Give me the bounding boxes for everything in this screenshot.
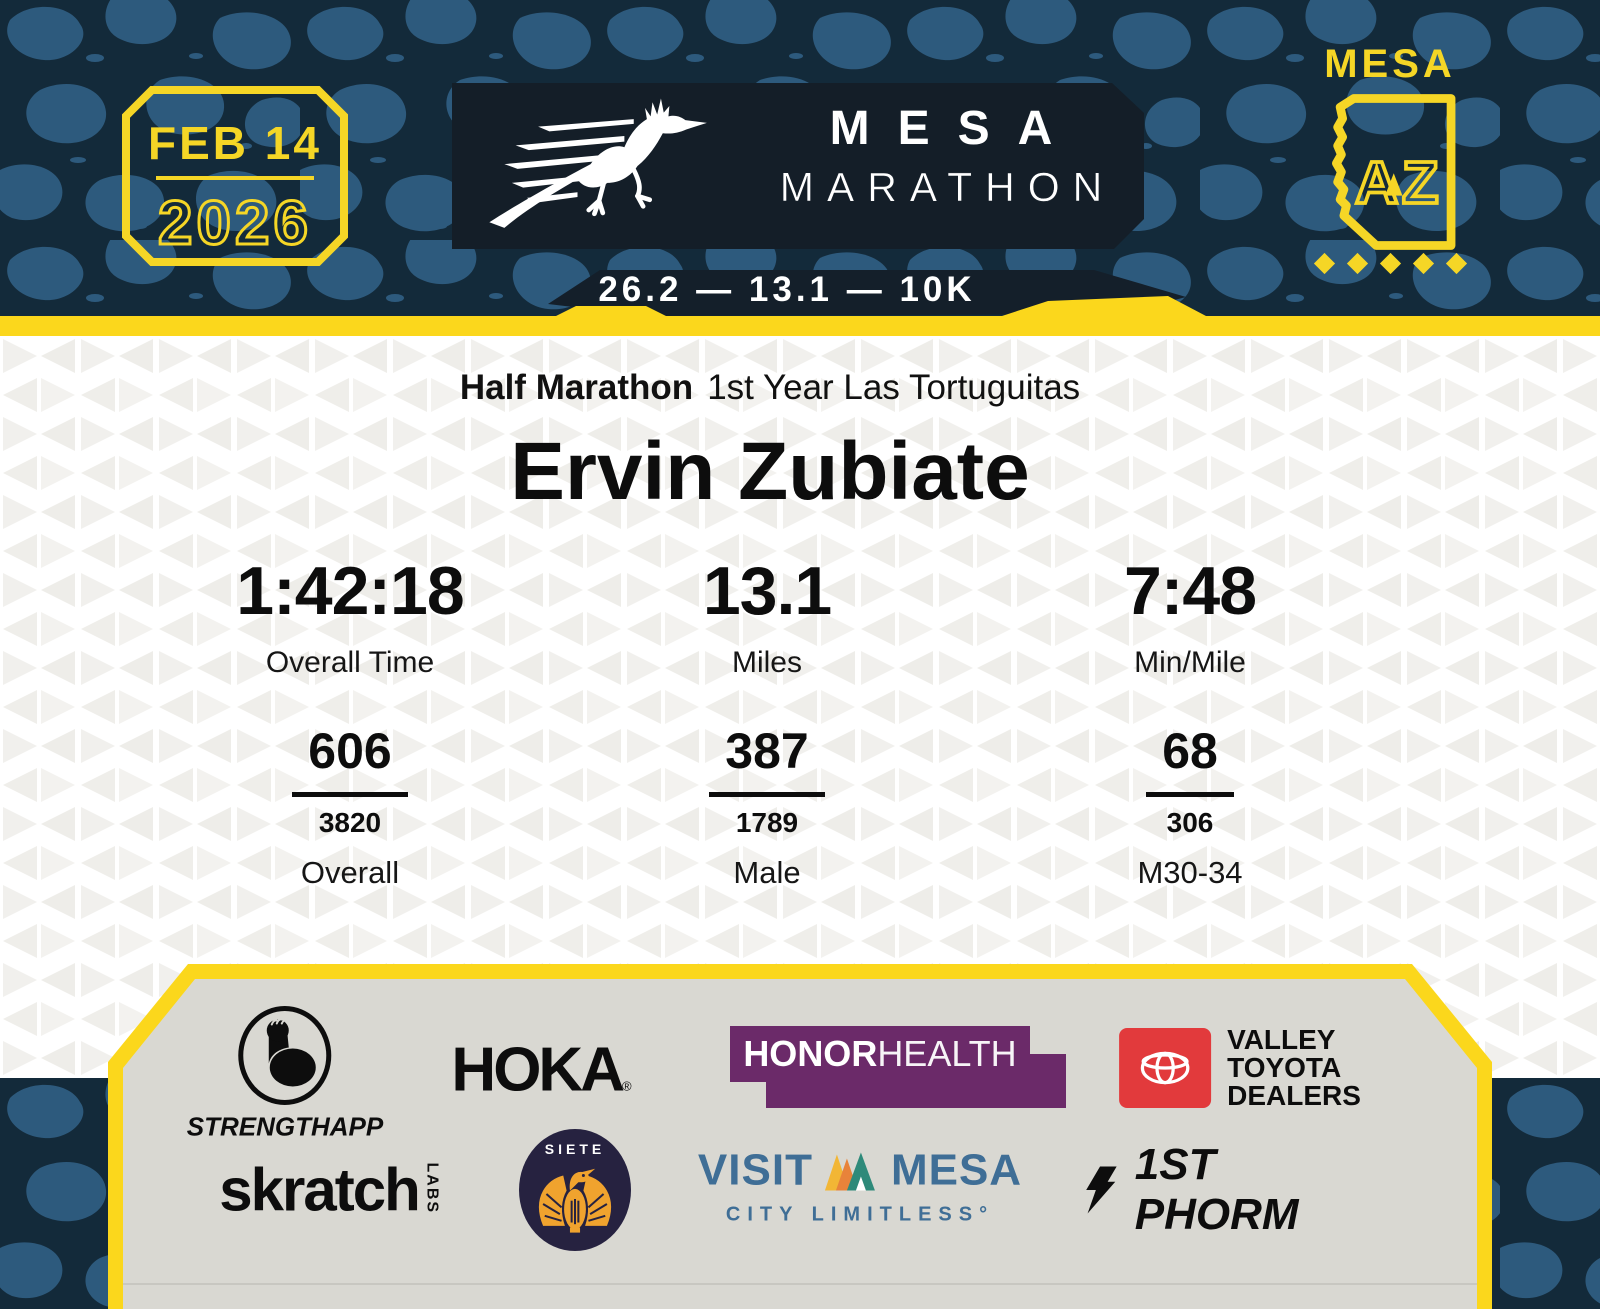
date-year: 2026 [158,189,312,258]
stat-miles: 13.1 Miles [587,552,947,680]
visit-mesa-logo: VISIT MESA CITY LIMITLESS° [698,1146,1022,1227]
stat-value: 1:42:18 [236,553,464,629]
strengthapp-logo: STRENGTHAPP [187,1006,383,1143]
header-divider-band [0,270,1600,342]
stat-label: Min/Mile [1134,646,1246,679]
rank-label: M30-34 [1137,855,1243,890]
honorhealth-blocks: HONOR HEALTH [730,1020,1066,1112]
rank-total: 306 [1166,807,1214,838]
stat-label: Overall Time [265,646,435,679]
siete-logo: SIETE [519,1129,631,1251]
honorhealth-logo: HONOR HEALTH [730,1020,1066,1112]
visit-mesa-row: VISIT MESA [698,1146,1022,1196]
ranking-overall: 606 3820 Overall [170,722,530,891]
rank-place: 68 [1146,722,1234,797]
event-logo-text: MESA MARATHON [752,101,1130,211]
mesa-az-mark: MESA AZ [1300,42,1480,282]
hoka-wordmark: HOKA® [451,1035,631,1106]
date-month-day: FEB 14 [148,117,322,169]
toyota-line1: VALLEY [1227,1024,1336,1055]
siete-bird-icon [538,1168,612,1233]
stat-overall-time: 1:42:18 Overall Time [170,552,530,680]
race-subtitle: 1st Year Las Tortuguitas [707,368,1081,407]
date-badge-frame: 2026 [122,86,348,266]
toyota-emblem [1119,1028,1212,1108]
valley-toyota-logo: VALLEY TOYOTA DEALERS [1119,1026,1361,1110]
first-phorm-logo: 1ST PHORM [1077,1140,1354,1240]
race-name: Half Marathon [459,368,694,407]
siete-badge: SIETE [519,1129,631,1251]
arizona-state-icon: AZ [1332,94,1456,250]
stat-value: 13.1 [702,553,832,629]
results-body [0,336,1600,1078]
rank-total: 1789 [735,807,799,838]
roadrunner-icon [489,98,707,228]
event-logo-box: MESA MARATHON [452,83,1144,249]
city-limitless-tagline: CITY LIMITLESS° [725,1203,995,1226]
stat-label: Miles [731,646,802,679]
ranking-division: 68 306 M30-34 [1010,722,1370,891]
race-distances: 26.2 — 13.1 — 10K [598,270,976,309]
rank-label: Overall [300,855,400,890]
date-badge: 2026 FEB 14 [122,86,348,266]
toyota-rings-icon [1140,1051,1190,1085]
stat-pace: 7:48 Min/Mile [1010,552,1370,680]
mesa-mountains-icon [824,1152,875,1191]
rank-label: Male [733,855,801,890]
panel-seam-line [123,1283,1477,1285]
visit-text: VISIT [697,1145,813,1195]
valley-toyota-text: VALLEY TOYOTA DEALERS [1227,1026,1361,1110]
athlete-name: Ervin Zubiate [510,426,1030,517]
first-phorm-icon [1086,1166,1117,1214]
rank-place: 387 [709,722,825,797]
strengthapp-wordmark: STRENGTHAPP [186,1111,384,1142]
honorhealth-front-block: HONOR HEALTH [730,1026,1030,1082]
race-title-line: Half Marathon 1st Year Las Tortuguitas [0,368,1540,408]
mesa-text: MESA [890,1145,1023,1195]
stat-value: 7:48 [1123,553,1257,629]
skratch-wordmark: skratch [219,1156,420,1224]
location-state: AZ [1355,149,1442,216]
honorhealth-bold-text: HONOR [743,1033,878,1074]
event-name-line1: MESA [829,102,1081,155]
first-phorm-wordmark: 1ST PHORM [1134,1140,1299,1239]
registered-mark: ® [621,1078,631,1094]
location-city: MESA [1324,42,1456,86]
toyota-line2: TOYOTA [1227,1052,1342,1083]
hoka-logo: HOKA® [451,1035,631,1106]
ranking-gender: 387 1789 Male [587,722,947,891]
skratch-labs-logo: skratch LABS [219,1156,440,1225]
rank-total: 3820 [318,807,382,838]
rank-place: 606 [292,722,408,797]
sponsor-panel: STRENGTHAPP HOKA® HONOR HEALTH [108,964,1492,1309]
event-name-line2: MARATHON [779,164,1116,211]
honorhealth-light-text: HEALTH [877,1033,1017,1074]
hoka-text: HOKA [451,1035,625,1105]
bicep-icon [238,1006,332,1105]
siete-wordmark: SIETE [544,1141,606,1157]
header-banner: 2026 FEB 14 [0,0,1600,318]
triangle-pattern [0,336,1600,1078]
toyota-line3: DEALERS [1227,1080,1361,1111]
skratch-labs-text: LABS [423,1162,441,1215]
